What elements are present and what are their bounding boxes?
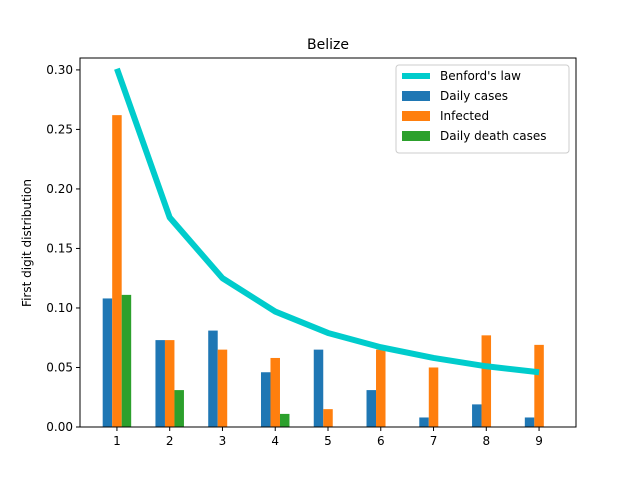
- legend-swatch-daily-cases: [402, 91, 430, 101]
- bar-daily-cases-9: [524, 417, 535, 427]
- bar-daily-death-cases-2: [174, 390, 184, 427]
- bar-daily-cases-7: [419, 417, 429, 427]
- bars-layer: [102, 115, 544, 427]
- x-tick-label-1: 1: [113, 434, 121, 448]
- bar-infected-9: [534, 344, 544, 427]
- y-tick-label-0.15: 0.15: [46, 241, 73, 255]
- legend-label-infected: Infected: [440, 109, 489, 123]
- bar-daily-cases-3: [208, 330, 218, 427]
- x-tick-label-5: 5: [324, 434, 332, 448]
- bar-infected-2: [164, 340, 175, 427]
- legend: Benford's law Daily cases Infected Daily de…: [395, 64, 570, 154]
- x-tick-label-8: 8: [482, 434, 490, 448]
- y-tick-label-0.05: 0.05: [46, 360, 73, 374]
- legend-label-daily-death-cases: Daily death cases: [440, 129, 547, 143]
- y-tick-label-0.20: 0.20: [46, 182, 73, 196]
- bar-infected-5: [323, 409, 333, 427]
- bar-infected-7: [428, 367, 439, 427]
- bar-daily-death-cases-1: [121, 294, 132, 427]
- x-tick-label-7: 7: [430, 434, 438, 448]
- x-tick-label-3: 3: [219, 434, 227, 448]
- bar-daily-cases-5: [313, 349, 324, 427]
- bar-daily-cases-6: [366, 390, 377, 427]
- x-tick-label-9: 9: [535, 434, 543, 448]
- y-tick-label-0.25: 0.25: [46, 122, 73, 136]
- bar-daily-cases-8: [472, 404, 482, 427]
- legend-frame: [395, 64, 570, 154]
- benford-line-layer: [114, 67, 540, 376]
- bar-daily-cases-4: [260, 372, 271, 427]
- bar-infected-6: [376, 349, 386, 427]
- bar-daily-death-cases-4: [279, 413, 290, 427]
- y-tick-label-0.00: 0.00: [46, 420, 73, 434]
- bar-infected-1: [112, 115, 122, 427]
- legend-label-daily-cases: Daily cases: [440, 89, 508, 103]
- y-tick-label-0.10: 0.10: [46, 301, 73, 315]
- benford-line: [114, 67, 540, 376]
- legend-swatch-daily-death-cases: [402, 131, 430, 141]
- chart-title: Belize: [307, 37, 349, 53]
- x-tick-label-6: 6: [377, 434, 385, 448]
- legend-swatch-infected: [402, 111, 430, 121]
- bar-infected-3: [217, 349, 228, 427]
- bar-daily-cases-2: [155, 340, 165, 427]
- y-tick-label-0.30: 0.30: [46, 63, 73, 77]
- legend-label-benford-s-law: Benford's law: [440, 69, 521, 83]
- x-tick-label-4: 4: [271, 434, 279, 448]
- x-tick-label-2: 2: [166, 434, 174, 448]
- axes-layer: 1 2 3 4 5 6 7 8 9 0.00 0.05 0.10 0.15 0.20 0.25 0.30: [46, 57, 577, 448]
- bar-daily-cases-1: [102, 298, 113, 427]
- bar-infected-4: [270, 357, 280, 427]
- bar-infected-8: [481, 335, 492, 427]
- y-axis-label: First digit distribution: [20, 179, 34, 307]
